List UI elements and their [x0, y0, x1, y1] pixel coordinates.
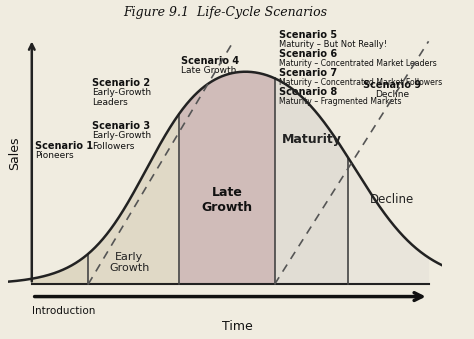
Text: Scenario 1: Scenario 1: [35, 140, 93, 151]
Text: Maturity – Concentrated Market Leaders: Maturity – Concentrated Market Leaders: [279, 59, 437, 68]
Text: Maturity: Maturity: [282, 133, 341, 146]
Text: Sales: Sales: [8, 137, 21, 170]
Text: Introduction: Introduction: [32, 306, 95, 316]
Text: Scenario 2: Scenario 2: [92, 78, 151, 88]
Text: Early-Growth
Leaders: Early-Growth Leaders: [92, 88, 152, 107]
Text: Time: Time: [222, 320, 253, 333]
Text: Scenario 8: Scenario 8: [279, 87, 337, 97]
Text: Scenario 6: Scenario 6: [279, 49, 337, 59]
Text: Maturity – Fragmented Markets: Maturity – Fragmented Markets: [279, 97, 401, 106]
Text: Scenario 3: Scenario 3: [92, 121, 151, 132]
Text: Scenario 4: Scenario 4: [182, 56, 239, 66]
Text: Decline: Decline: [374, 91, 409, 99]
Text: Scenario 7: Scenario 7: [279, 68, 337, 78]
Text: Figure 9.1  Life-Cycle Scenarios: Figure 9.1 Life-Cycle Scenarios: [123, 6, 327, 19]
Text: Early-Growth
Followers: Early-Growth Followers: [92, 132, 152, 151]
Text: Maturity – Concentrated Market Followers: Maturity – Concentrated Market Followers: [279, 78, 442, 87]
Text: Scenario 9: Scenario 9: [363, 80, 421, 91]
Text: Decline: Decline: [370, 193, 414, 206]
Text: Late
Growth: Late Growth: [201, 186, 253, 214]
Text: Early
Growth: Early Growth: [109, 252, 149, 273]
Text: Maturity – But Not Really!: Maturity – But Not Really!: [279, 40, 387, 49]
Text: Scenario 5: Scenario 5: [279, 30, 337, 40]
Text: Pioneers: Pioneers: [35, 151, 73, 160]
Text: Late Growth: Late Growth: [182, 66, 237, 75]
